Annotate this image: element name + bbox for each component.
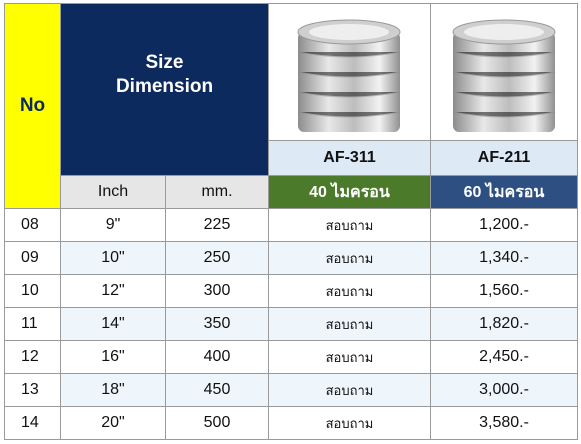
table-cell: สอบถาม — [268, 208, 431, 242]
table-cell: 3,580.- — [430, 406, 578, 440]
product-image — [452, 19, 556, 132]
table-cell: สอบถาม — [268, 241, 431, 275]
product-thickness: 40 ไมครอน — [268, 175, 431, 209]
table-cell: 2,450.- — [430, 340, 578, 374]
table-cell: 14" — [60, 307, 166, 341]
product-thickness: 60 ไมครอน — [430, 175, 578, 209]
table-cell: สอบถาม — [268, 406, 431, 440]
table-cell: สอบถาม — [268, 340, 431, 374]
table-cell: 350 — [165, 307, 269, 341]
no-header: No — [4, 3, 61, 209]
row-number: 10 — [4, 274, 61, 308]
unit-header: mm. — [165, 175, 269, 209]
table-cell: 1,560.- — [430, 274, 578, 308]
table-cell: สอบถาม — [268, 373, 431, 407]
table-cell: 250 — [165, 241, 269, 275]
table-cell: 20" — [60, 406, 166, 440]
row-number: 13 — [4, 373, 61, 407]
table-cell: สอบถาม — [268, 274, 431, 308]
table-cell: 450 — [165, 373, 269, 407]
product-name: AF-211 — [430, 140, 578, 176]
row-number: 09 — [4, 241, 61, 275]
table-cell: 500 — [165, 406, 269, 440]
table-cell: 300 — [165, 274, 269, 308]
table-cell: 1,200.- — [430, 208, 578, 242]
table-cell: 18" — [60, 373, 166, 407]
table-cell: 10" — [60, 241, 166, 275]
table-cell: 9" — [60, 208, 166, 242]
table-cell: 225 — [165, 208, 269, 242]
product-name: AF-311 — [268, 140, 431, 176]
table-cell: 1,340.- — [430, 241, 578, 275]
table-cell: 12" — [60, 274, 166, 308]
product-image — [297, 19, 401, 132]
row-number: 11 — [4, 307, 61, 341]
row-number: 14 — [4, 406, 61, 440]
table-cell: สอบถาม — [268, 307, 431, 341]
row-number: 12 — [4, 340, 61, 374]
table-cell: 1,820.- — [430, 307, 578, 341]
unit-header: Inch — [60, 175, 166, 209]
table-cell: 16" — [60, 340, 166, 374]
size-header: Size Dimension — [60, 3, 269, 176]
row-number: 08 — [4, 208, 61, 242]
table-cell: 400 — [165, 340, 269, 374]
table-cell: 3,000.- — [430, 373, 578, 407]
